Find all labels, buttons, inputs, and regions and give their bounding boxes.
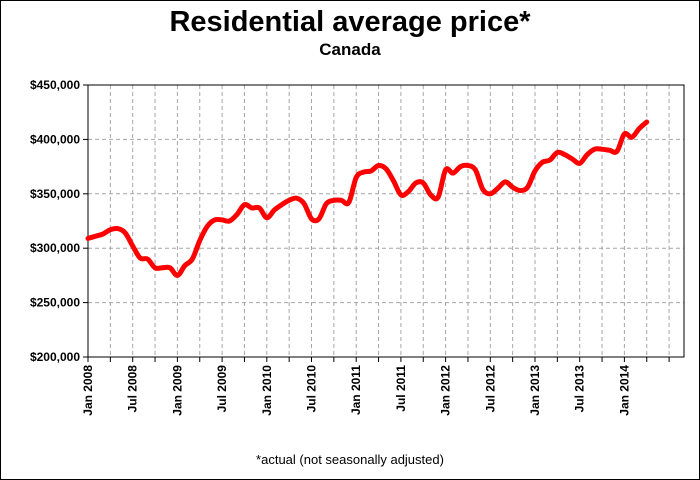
x-tick-label: Jan 2009 [170,365,184,416]
x-tick-label: Jan 2011 [349,365,363,415]
grid-lines [88,85,684,357]
x-tick-label: Jan 2013 [528,365,542,416]
chart-footnote: *actual (not seasonally adjusted) [256,452,444,467]
chart-title: Residential average price* [169,6,531,38]
x-tick-label: Jan 2008 [81,365,95,416]
y-tick-label: $450,000 [30,78,80,92]
y-axis-ticks: $200,000 $250,000 $300,000 $350,000 $400,000… [30,78,88,364]
x-tick-label: Jul 2013 [573,365,587,413]
x-tick-label: Jul 2010 [305,365,319,413]
series-line [85,119,650,278]
y-tick-label: $400,000 [30,132,80,146]
x-tick-label: Jul 2011 [394,365,408,412]
x-tick-label: Jul 2009 [215,365,229,413]
plot-area [87,84,685,358]
y-tick-label: $200,000 [30,350,80,364]
x-tick-label: Jul 2008 [126,365,140,413]
y-tick-label: $300,000 [30,241,80,255]
y-tick-label: $350,000 [30,187,80,201]
chart-subtitle: Canada [319,40,381,59]
x-axis-ticks: Jan 2008 Jul 2008 Jan 2009 Jul 2009 Jan 2010… [81,357,670,416]
x-tick-label: Jan 2010 [260,365,274,416]
x-tick-label: Jan 2012 [439,365,453,416]
x-tick-label: Jul 2012 [483,365,497,413]
y-tick-label: $250,000 [30,296,80,310]
x-tick-label: Jan 2014 [617,365,631,416]
series-layer [85,119,650,278]
